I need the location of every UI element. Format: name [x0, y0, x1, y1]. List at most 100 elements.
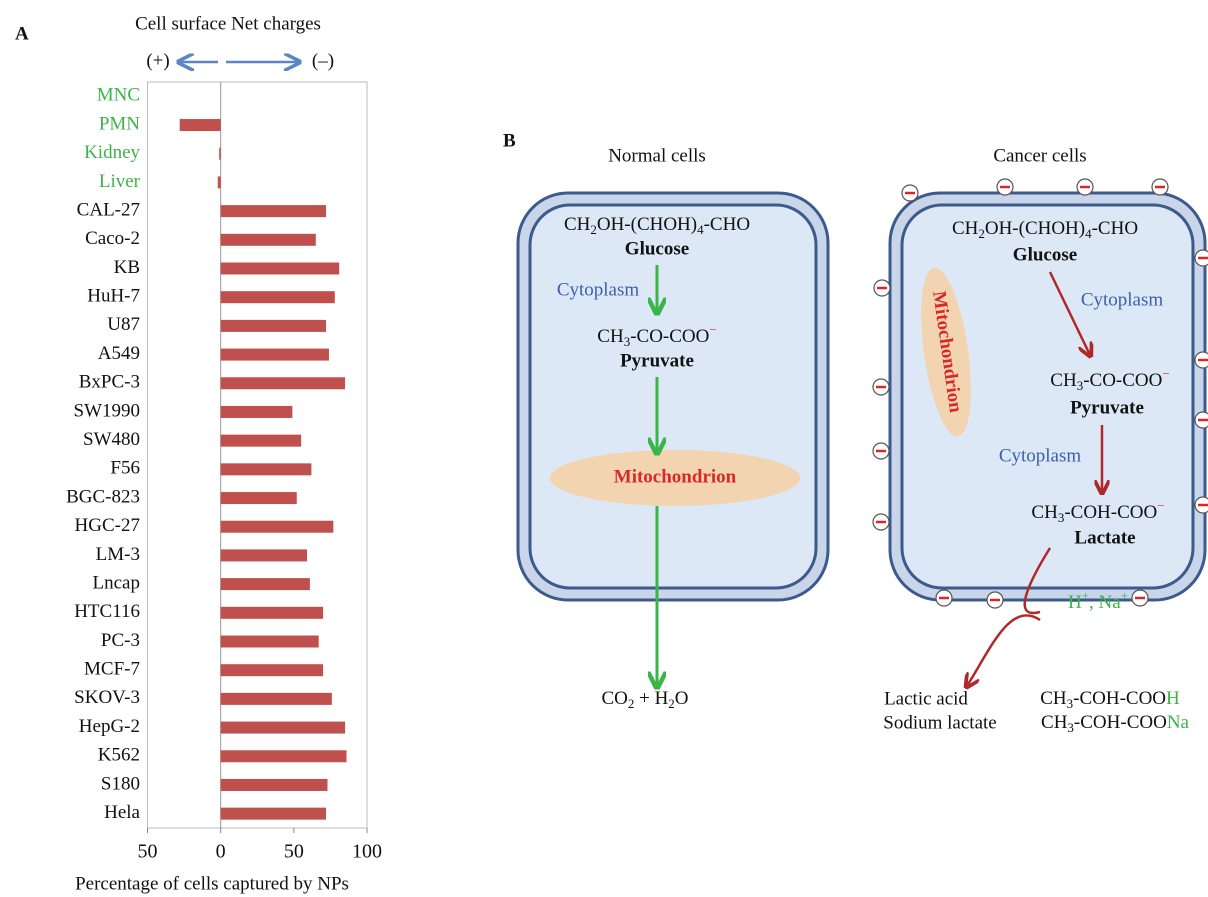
figure: A Cell surface Net charges (+) (–) Perce…	[0, 0, 1208, 897]
formula-part: -CO-COO	[630, 326, 709, 347]
page: {"chart_data": {"type": "barh", "panel_l…	[0, 0, 1208, 897]
x-axis-label: Percentage of cells captured by NPs	[75, 873, 349, 894]
y-tick-label: HepG-2	[79, 716, 140, 737]
y-tick-label: MCF-7	[84, 659, 140, 680]
x-tick-label: 100	[352, 841, 382, 863]
bar	[221, 320, 326, 332]
bar	[221, 578, 310, 590]
formula-part: OH-(CHOH)	[985, 218, 1085, 239]
formula-part: CH	[597, 326, 624, 347]
bar	[221, 693, 332, 705]
y-tick-label: U87	[107, 314, 140, 335]
bar	[219, 148, 220, 160]
panel-label: B	[503, 130, 516, 151]
formula-part: +	[1082, 588, 1089, 603]
pyruvate-formula: CH3-CO-COO−	[1050, 366, 1169, 393]
sodium-lactate: Sodium lactate	[883, 712, 996, 733]
y-tick-label: HuH-7	[87, 286, 140, 307]
formula-part: CH	[952, 218, 979, 239]
formula-part: , Na	[1089, 592, 1121, 613]
mitochondrion: Mitochondrion	[614, 466, 737, 487]
formula-part: -CHO	[704, 214, 750, 235]
bar	[221, 779, 328, 791]
panel-label: A	[15, 23, 29, 44]
y-tick-label: HGC-27	[75, 515, 140, 536]
bar	[221, 750, 347, 762]
x-tick-label: 0	[216, 841, 226, 863]
y-tick-label: SW1990	[74, 400, 141, 421]
cytoplasm: Cytoplasm	[1081, 289, 1164, 310]
bar	[221, 549, 307, 561]
lactate: Lactate	[1074, 527, 1135, 548]
formula-part: -CHO	[1092, 218, 1138, 239]
formula-part: CH	[1031, 502, 1058, 523]
bar	[180, 119, 221, 131]
y-tick-label: HTC116	[74, 601, 140, 622]
formula-part: −	[1162, 366, 1169, 381]
y-tick-label: Lncap	[93, 572, 140, 593]
cytoplasm: Cytoplasm	[999, 445, 1082, 466]
formula-part: CO	[601, 688, 627, 709]
y-tick-label: Hela	[104, 802, 140, 823]
formula-part: -CO-COO	[1083, 370, 1162, 391]
y-tick-label: Caco-2	[85, 228, 140, 249]
plot-frame	[148, 82, 368, 828]
pyruvate: Pyruvate	[1070, 397, 1144, 418]
y-tick-label: Kidney	[84, 142, 140, 163]
chart-header: Cell surface Net charges	[135, 13, 321, 34]
y-tick-label: CAL-27	[77, 199, 140, 220]
formula-part: −	[709, 322, 716, 337]
formula-part: CH	[1050, 370, 1077, 391]
formula-part: CH	[564, 214, 591, 235]
cytoplasm: Cytoplasm	[557, 279, 640, 300]
y-tick-label: S180	[101, 773, 140, 794]
formula-part: CH	[1041, 712, 1068, 733]
sign-positive: (+)	[146, 50, 169, 71]
bar	[221, 808, 326, 820]
formula-part: + H	[634, 688, 668, 709]
formula-part: O	[675, 688, 689, 709]
formula-part: -COH-COO	[1073, 688, 1166, 709]
y-tick-label: SW480	[83, 429, 140, 450]
glucose: Glucose	[625, 238, 689, 259]
formula-part: OH-(CHOH)	[597, 214, 697, 235]
y-tick-label: SKOV-3	[74, 687, 140, 708]
bar	[221, 263, 340, 275]
x-tick-label: 50	[138, 841, 158, 863]
y-tick-label: PC-3	[101, 630, 140, 651]
bar	[221, 435, 301, 447]
bar	[221, 291, 335, 303]
y-tick-label: PMN	[99, 113, 140, 134]
pyruvate-formula: CH3-CO-COO−	[597, 322, 716, 349]
x-tick-label: 50	[284, 841, 304, 863]
y-tick-label: A549	[98, 343, 140, 364]
bar	[221, 521, 334, 533]
formula-part: Na	[1167, 712, 1190, 733]
bar	[221, 492, 297, 504]
formula-part: CH	[1040, 688, 1067, 709]
bar	[221, 205, 326, 217]
bar	[221, 463, 312, 475]
bar	[221, 377, 345, 389]
lactic-acid-formula: CH3-COH-COOH	[1040, 688, 1180, 711]
formula-part: -COH-COO	[1074, 712, 1167, 733]
product-formula: CO2 + H2O	[601, 688, 688, 711]
y-tick-label: BGC-823	[66, 486, 140, 507]
bar	[218, 176, 221, 188]
y-tick-label: K562	[98, 745, 140, 766]
bar	[221, 234, 316, 246]
y-tick-label: F56	[110, 458, 140, 479]
normal-title: Normal cells	[608, 145, 706, 166]
formula-part: −	[1157, 498, 1164, 513]
bar	[221, 349, 329, 361]
bar	[221, 636, 319, 648]
ions: H+, Na+	[1068, 588, 1128, 613]
pyruvate: Pyruvate	[620, 350, 694, 371]
bar	[221, 664, 323, 676]
formula-part: +	[1121, 588, 1128, 603]
y-tick-label: BxPC-3	[79, 372, 140, 393]
bar	[221, 607, 323, 619]
y-tick-label: MNC	[97, 85, 140, 106]
sign-negative: (–)	[312, 50, 334, 71]
y-tick-label: KB	[114, 257, 140, 278]
